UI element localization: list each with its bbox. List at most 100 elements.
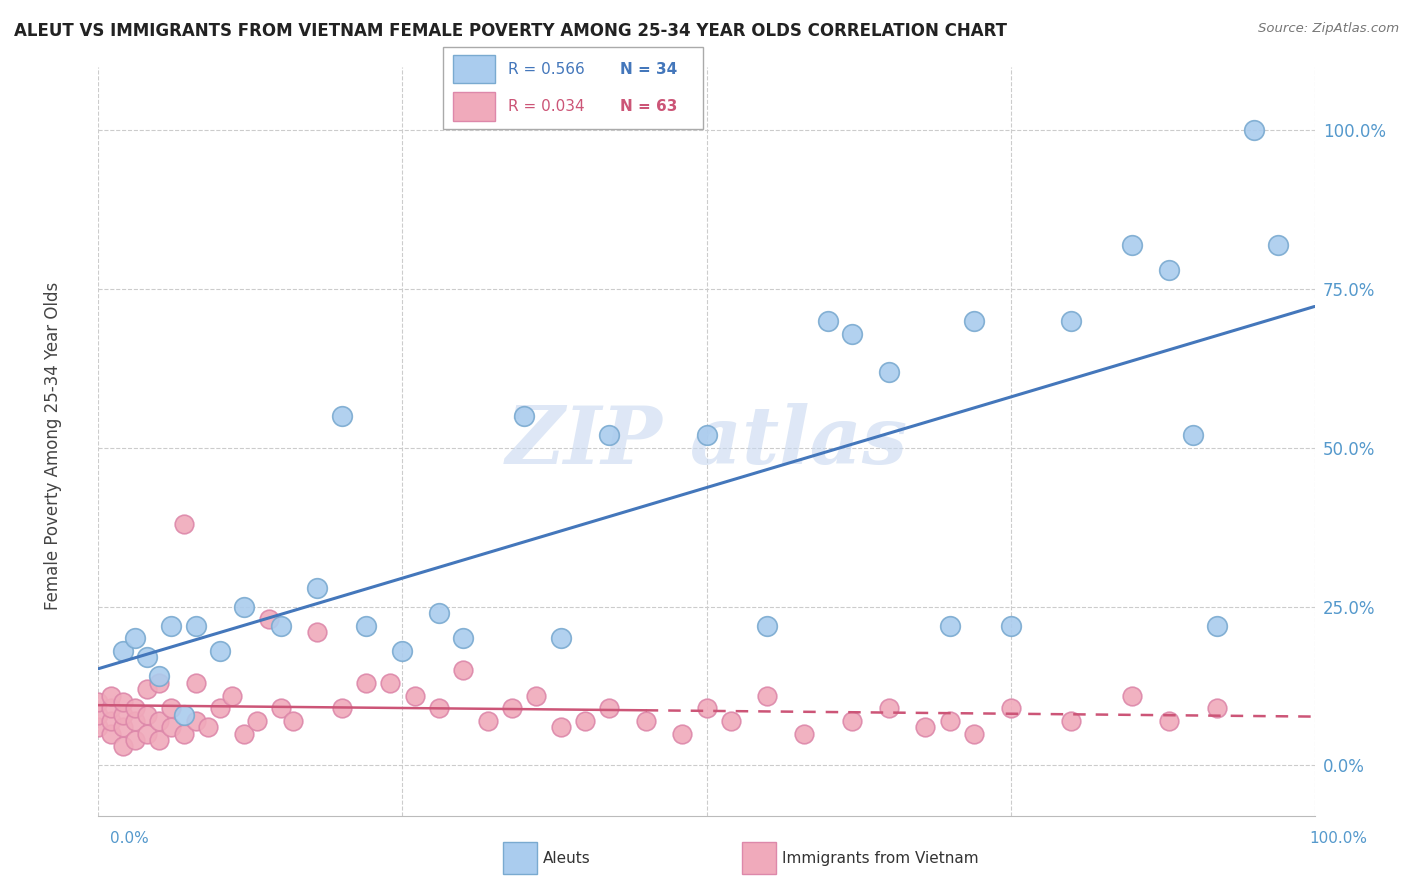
Point — [173, 726, 195, 740]
Point — [270, 701, 292, 715]
Point — [233, 726, 256, 740]
Text: Immigrants from Vietnam: Immigrants from Vietnam — [782, 851, 979, 865]
Point — [453, 663, 475, 677]
Point — [634, 714, 657, 728]
Text: N = 34: N = 34 — [620, 62, 678, 77]
Point — [841, 714, 863, 728]
Point — [574, 714, 596, 728]
Point — [87, 720, 110, 734]
Text: Female Poverty Among 25-34 Year Olds: Female Poverty Among 25-34 Year Olds — [45, 282, 62, 610]
Point — [100, 726, 122, 740]
Point — [939, 618, 962, 632]
Point — [501, 701, 523, 715]
Point — [111, 707, 134, 722]
Point — [817, 314, 839, 328]
Point — [671, 726, 693, 740]
Point — [427, 701, 450, 715]
Point — [100, 714, 122, 728]
Point — [124, 632, 146, 646]
Point — [330, 409, 353, 424]
Point — [756, 689, 779, 703]
Point — [270, 618, 292, 632]
Text: ALEUT VS IMMIGRANTS FROM VIETNAM FEMALE POVERTY AMONG 25-34 YEAR OLDS CORRELATIO: ALEUT VS IMMIGRANTS FROM VIETNAM FEMALE … — [14, 22, 1007, 40]
Point — [307, 581, 329, 595]
Point — [87, 707, 110, 722]
Point — [184, 714, 207, 728]
Point — [391, 644, 413, 658]
Point — [124, 733, 146, 747]
Point — [939, 714, 962, 728]
Point — [1121, 237, 1143, 252]
Point — [136, 726, 159, 740]
Point — [257, 612, 280, 626]
Bar — [453, 93, 495, 121]
Point — [696, 428, 718, 442]
Point — [453, 632, 475, 646]
Point — [136, 707, 159, 722]
Point — [877, 701, 900, 715]
Text: R = 0.034: R = 0.034 — [508, 99, 585, 114]
Point — [124, 714, 146, 728]
Point — [720, 714, 742, 728]
Point — [598, 428, 620, 442]
Point — [1206, 618, 1229, 632]
Point — [1060, 314, 1083, 328]
Point — [160, 720, 183, 734]
Point — [524, 689, 547, 703]
Point — [1157, 714, 1180, 728]
Point — [197, 720, 219, 734]
Point — [477, 714, 499, 728]
Point — [307, 625, 329, 640]
Point — [233, 599, 256, 614]
Point — [793, 726, 815, 740]
Point — [404, 689, 426, 703]
Point — [1000, 701, 1022, 715]
Point — [513, 409, 536, 424]
Point — [111, 720, 134, 734]
Point — [124, 701, 146, 715]
Point — [111, 739, 134, 754]
Point — [1000, 618, 1022, 632]
Point — [963, 726, 986, 740]
Point — [354, 676, 377, 690]
Point — [100, 701, 122, 715]
Point — [1206, 701, 1229, 715]
Point — [1121, 689, 1143, 703]
Point — [380, 676, 402, 690]
Text: ZIP atlas: ZIP atlas — [505, 403, 908, 480]
Point — [209, 644, 232, 658]
Point — [877, 365, 900, 379]
Text: Source: ZipAtlas.com: Source: ZipAtlas.com — [1258, 22, 1399, 36]
Text: Aleuts: Aleuts — [543, 851, 591, 865]
Point — [160, 701, 183, 715]
Point — [173, 517, 195, 532]
Point — [1243, 123, 1265, 137]
Point — [148, 733, 170, 747]
Point — [1060, 714, 1083, 728]
Point — [1157, 263, 1180, 277]
Point — [914, 720, 936, 734]
Point — [184, 618, 207, 632]
Point — [841, 326, 863, 341]
Point — [173, 707, 195, 722]
Point — [1267, 237, 1289, 252]
Point — [1182, 428, 1205, 442]
Text: R = 0.566: R = 0.566 — [508, 62, 585, 77]
Point — [136, 650, 159, 665]
Point — [148, 669, 170, 683]
Point — [136, 682, 159, 697]
Point — [221, 689, 243, 703]
FancyBboxPatch shape — [443, 47, 703, 129]
Point — [281, 714, 304, 728]
Text: 0.0%: 0.0% — [110, 831, 149, 846]
Point — [550, 632, 572, 646]
Point — [756, 618, 779, 632]
Point — [184, 676, 207, 690]
Point — [963, 314, 986, 328]
Point — [696, 701, 718, 715]
Text: N = 63: N = 63 — [620, 99, 678, 114]
Point — [245, 714, 267, 728]
Point — [209, 701, 232, 715]
Point — [330, 701, 353, 715]
Bar — [453, 54, 495, 83]
